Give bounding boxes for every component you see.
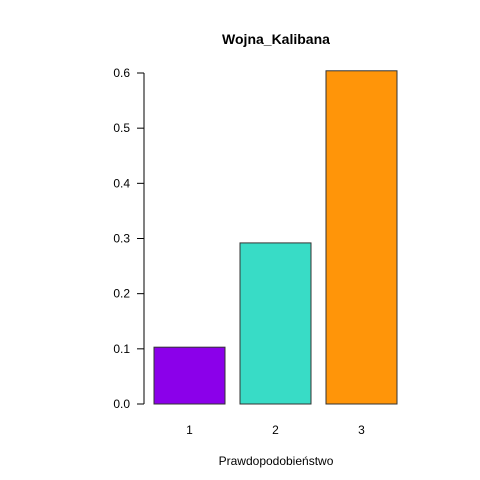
chart-title: Wojna_Kalibana [222,31,330,47]
bar-1 [153,346,226,405]
y-tick-label: 0.1 [113,342,130,356]
y-tick-label: 0.2 [113,287,130,301]
y-axis: 0.0 0.1 0.2 0.3 0.4 0.5 0.6 [113,66,145,411]
bar-2 [239,242,312,405]
x-axis-title: Prawdopodobieństwo [219,454,334,468]
y-tick-label: 0.6 [113,66,130,80]
y-tick-label: 0.4 [113,176,130,190]
bars [153,70,398,405]
y-tick-label: 0.0 [113,397,130,411]
x-axis-tick-labels: 1 2 3 [186,423,365,437]
x-tick-label: 3 [358,423,365,437]
x-tick-label: 1 [186,423,193,437]
x-tick-label: 2 [272,423,279,437]
bar-3 [325,70,398,405]
y-tick-label: 0.3 [113,232,130,246]
y-tick-label: 0.5 [113,121,130,135]
